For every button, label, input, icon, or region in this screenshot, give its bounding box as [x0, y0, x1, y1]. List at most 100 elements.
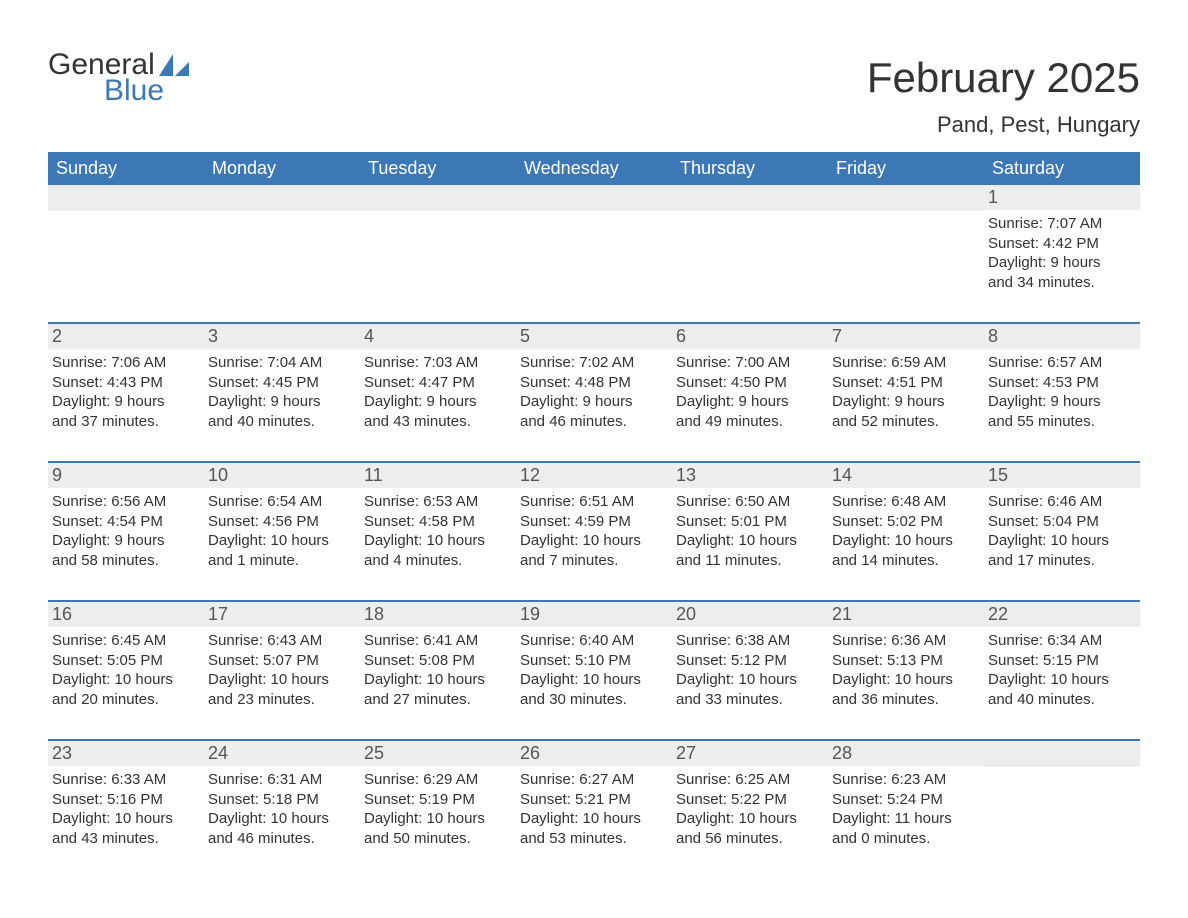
- day-sunset: Sunset: 4:42 PM: [988, 234, 1136, 254]
- day-day1: Daylight: 10 hours: [676, 809, 824, 829]
- day-number-bar: 4: [360, 324, 516, 349]
- day-cell: 14Sunrise: 6:48 AMSunset: 5:02 PMDayligh…: [828, 463, 984, 570]
- day-sunset: Sunset: 4:43 PM: [52, 373, 200, 393]
- day-day1: Daylight: 9 hours: [832, 392, 980, 412]
- day-body: Sunrise: 6:48 AMSunset: 5:02 PMDaylight:…: [828, 488, 984, 570]
- day-number-bar: 22: [984, 602, 1140, 627]
- day-body: Sunrise: 7:02 AMSunset: 4:48 PMDaylight:…: [516, 349, 672, 431]
- day-number-bar: [984, 741, 1140, 767]
- day-sunset: Sunset: 5:19 PM: [364, 790, 512, 810]
- day-cell: 5Sunrise: 7:02 AMSunset: 4:48 PMDaylight…: [516, 324, 672, 431]
- day-sunrise: Sunrise: 6:40 AM: [520, 631, 668, 651]
- dow-sunday: Sunday: [48, 152, 204, 185]
- day-day1: Daylight: 10 hours: [520, 809, 668, 829]
- day-number-bar: 17: [204, 602, 360, 627]
- day-number-bar: 9: [48, 463, 204, 488]
- day-number-bar: 13: [672, 463, 828, 488]
- day-sunset: Sunset: 5:04 PM: [988, 512, 1136, 532]
- day-number-bar: [672, 185, 828, 211]
- dow-thursday: Thursday: [672, 152, 828, 185]
- day-cell: [672, 185, 828, 292]
- day-body: Sunrise: 7:06 AMSunset: 4:43 PMDaylight:…: [48, 349, 204, 431]
- day-sunset: Sunset: 5:07 PM: [208, 651, 356, 671]
- day-cell: 25Sunrise: 6:29 AMSunset: 5:19 PMDayligh…: [360, 741, 516, 848]
- day-sunrise: Sunrise: 6:31 AM: [208, 770, 356, 790]
- day-sunrise: Sunrise: 6:41 AM: [364, 631, 512, 651]
- day-number-bar: [828, 185, 984, 211]
- day-day2: and 58 minutes.: [52, 551, 200, 571]
- day-day1: Daylight: 10 hours: [364, 809, 512, 829]
- day-day1: Daylight: 10 hours: [676, 670, 824, 690]
- day-day1: Daylight: 10 hours: [988, 670, 1136, 690]
- day-cell: 23Sunrise: 6:33 AMSunset: 5:16 PMDayligh…: [48, 741, 204, 848]
- day-cell: 16Sunrise: 6:45 AMSunset: 5:05 PMDayligh…: [48, 602, 204, 709]
- day-day2: and 50 minutes.: [364, 829, 512, 849]
- day-sunset: Sunset: 4:56 PM: [208, 512, 356, 532]
- day-sunset: Sunset: 5:05 PM: [52, 651, 200, 671]
- day-cell: 19Sunrise: 6:40 AMSunset: 5:10 PMDayligh…: [516, 602, 672, 709]
- day-day1: Daylight: 10 hours: [520, 670, 668, 690]
- day-sunset: Sunset: 4:59 PM: [520, 512, 668, 532]
- day-body: Sunrise: 6:57 AMSunset: 4:53 PMDaylight:…: [984, 349, 1140, 431]
- day-body: Sunrise: 6:36 AMSunset: 5:13 PMDaylight:…: [828, 627, 984, 709]
- day-cell: 7Sunrise: 6:59 AMSunset: 4:51 PMDaylight…: [828, 324, 984, 431]
- day-day2: and 46 minutes.: [520, 412, 668, 432]
- day-day1: Daylight: 9 hours: [52, 392, 200, 412]
- day-sunset: Sunset: 5:01 PM: [676, 512, 824, 532]
- day-day2: and 53 minutes.: [520, 829, 668, 849]
- day-body: Sunrise: 6:38 AMSunset: 5:12 PMDaylight:…: [672, 627, 828, 709]
- day-cell: [984, 741, 1140, 848]
- day-body: Sunrise: 6:43 AMSunset: 5:07 PMDaylight:…: [204, 627, 360, 709]
- day-body: Sunrise: 6:33 AMSunset: 5:16 PMDaylight:…: [48, 766, 204, 848]
- day-body: Sunrise: 7:04 AMSunset: 4:45 PMDaylight:…: [204, 349, 360, 431]
- day-sunrise: Sunrise: 6:53 AM: [364, 492, 512, 512]
- day-cell: 10Sunrise: 6:54 AMSunset: 4:56 PMDayligh…: [204, 463, 360, 570]
- dow-wednesday: Wednesday: [516, 152, 672, 185]
- day-sunset: Sunset: 4:48 PM: [520, 373, 668, 393]
- day-sunrise: Sunrise: 7:04 AM: [208, 353, 356, 373]
- day-day2: and 23 minutes.: [208, 690, 356, 710]
- day-sunrise: Sunrise: 6:48 AM: [832, 492, 980, 512]
- day-day1: Daylight: 10 hours: [208, 670, 356, 690]
- day-sunset: Sunset: 5:18 PM: [208, 790, 356, 810]
- day-number-bar: 28: [828, 741, 984, 766]
- day-sunset: Sunset: 4:58 PM: [364, 512, 512, 532]
- day-sunrise: Sunrise: 6:57 AM: [988, 353, 1136, 373]
- day-sunset: Sunset: 5:21 PM: [520, 790, 668, 810]
- day-cell: 11Sunrise: 6:53 AMSunset: 4:58 PMDayligh…: [360, 463, 516, 570]
- day-day1: Daylight: 10 hours: [988, 531, 1136, 551]
- day-sunrise: Sunrise: 7:00 AM: [676, 353, 824, 373]
- day-sunrise: Sunrise: 6:56 AM: [52, 492, 200, 512]
- day-day2: and 40 minutes.: [988, 690, 1136, 710]
- day-sunrise: Sunrise: 6:25 AM: [676, 770, 824, 790]
- day-body: Sunrise: 6:56 AMSunset: 4:54 PMDaylight:…: [48, 488, 204, 570]
- day-cell: [360, 185, 516, 292]
- day-cell: [48, 185, 204, 292]
- day-day2: and 55 minutes.: [988, 412, 1136, 432]
- day-day1: Daylight: 11 hours: [832, 809, 980, 829]
- day-day2: and 56 minutes.: [676, 829, 824, 849]
- day-day2: and 49 minutes.: [676, 412, 824, 432]
- day-sunrise: Sunrise: 6:36 AM: [832, 631, 980, 651]
- day-cell: 22Sunrise: 6:34 AMSunset: 5:15 PMDayligh…: [984, 602, 1140, 709]
- day-body: Sunrise: 6:59 AMSunset: 4:51 PMDaylight:…: [828, 349, 984, 431]
- day-day1: Daylight: 9 hours: [988, 392, 1136, 412]
- dow-monday: Monday: [204, 152, 360, 185]
- location-subtitle: Pand, Pest, Hungary: [48, 112, 1140, 138]
- day-day1: Daylight: 10 hours: [208, 809, 356, 829]
- day-number-bar: 3: [204, 324, 360, 349]
- day-cell: [828, 185, 984, 292]
- day-sunrise: Sunrise: 6:45 AM: [52, 631, 200, 651]
- header-row: General Blue February 2025: [48, 50, 1140, 106]
- day-number-bar: [516, 185, 672, 211]
- day-number-bar: 26: [516, 741, 672, 766]
- day-body: Sunrise: 7:07 AMSunset: 4:42 PMDaylight:…: [984, 210, 1140, 292]
- day-day1: Daylight: 10 hours: [832, 531, 980, 551]
- day-day2: and 1 minute.: [208, 551, 356, 571]
- day-day2: and 30 minutes.: [520, 690, 668, 710]
- day-cell: [516, 185, 672, 292]
- day-number-bar: 23: [48, 741, 204, 766]
- day-sunrise: Sunrise: 7:06 AM: [52, 353, 200, 373]
- day-day2: and 27 minutes.: [364, 690, 512, 710]
- day-sunset: Sunset: 5:22 PM: [676, 790, 824, 810]
